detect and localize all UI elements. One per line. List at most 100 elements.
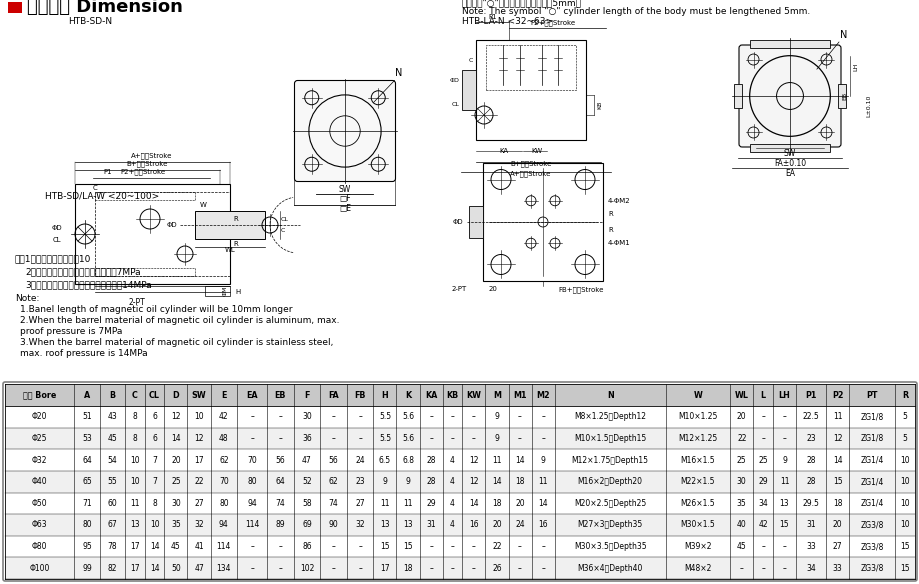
Text: KB: KB [446,391,458,399]
Text: –: – [782,412,786,421]
Text: HTB-SD/LA-W <20~100>: HTB-SD/LA-W <20~100> [45,192,159,200]
Text: 40: 40 [736,520,746,530]
Text: 48: 48 [219,434,229,443]
Text: 95: 95 [82,542,92,551]
Text: –: – [429,542,433,551]
Text: 29.5: 29.5 [801,499,819,508]
Text: 14: 14 [832,456,842,464]
Text: EB: EB [841,92,846,100]
Text: 89: 89 [276,520,285,530]
Text: SW: SW [191,391,206,399]
Text: R: R [607,227,612,233]
Text: W: W [693,391,701,399]
Text: EA: EA [246,391,257,399]
Text: C: C [280,228,285,233]
Text: A: A [84,391,90,399]
Text: –: – [760,542,765,551]
Text: FA: FA [328,391,338,399]
Text: 30: 30 [171,499,181,508]
Text: KW: KW [466,391,481,399]
Text: 6: 6 [152,434,157,443]
Text: 8: 8 [152,499,157,508]
Text: 16: 16 [538,520,548,530]
Text: 15: 15 [403,542,413,551]
Text: 17: 17 [130,564,140,573]
Text: 20: 20 [515,499,525,508]
Text: M27×3深Depth35: M27×3深Depth35 [577,520,642,530]
Text: 35: 35 [171,520,181,530]
Text: HTB-SD-N: HTB-SD-N [68,16,112,26]
Text: 62: 62 [328,477,338,486]
Text: 12: 12 [469,477,478,486]
Text: M16×2深Depth20: M16×2深Depth20 [577,477,642,486]
Text: KA: KA [498,148,507,154]
Text: M16×1.5: M16×1.5 [680,456,714,464]
Text: 28: 28 [805,456,815,464]
Text: N: N [607,391,613,399]
Text: ZG3/8: ZG3/8 [859,564,883,573]
Text: 23: 23 [355,477,365,486]
Text: 12: 12 [171,412,180,421]
Text: 14: 14 [469,499,478,508]
Text: 9: 9 [382,477,387,486]
Text: 9: 9 [494,412,499,421]
Text: A+行程Stroke: A+行程Stroke [131,152,173,159]
Bar [5,514,914,536]
Bar [95,192,230,276]
Text: 缸径 Bore: 缸径 Bore [23,391,56,399]
Text: –: – [540,542,544,551]
Text: Note:: Note: [15,294,40,303]
Text: ZG1/8: ZG1/8 [859,412,883,421]
Text: 70: 70 [247,456,256,464]
Text: 7: 7 [152,456,157,464]
Text: KA: KA [425,391,437,399]
Text: 52: 52 [301,477,312,486]
Text: 2、磁性油缸缸筒为铝制时，最大耐压7MPa: 2、磁性油缸缸筒为铝制时，最大耐压7MPa [25,267,141,276]
Text: 47: 47 [194,564,204,573]
Text: M30×1.5: M30×1.5 [680,520,714,530]
Text: 4-ΦM2: 4-ΦM2 [607,198,630,204]
Text: 99: 99 [82,564,92,573]
Text: proof pressure is 7MPa: proof pressure is 7MPa [20,327,122,336]
Text: –: – [357,412,362,421]
Text: 34: 34 [757,499,767,508]
Text: 10: 10 [900,477,909,486]
Text: –: – [357,564,362,573]
Text: 134: 134 [216,564,231,573]
Text: 20: 20 [832,520,842,530]
Bar [837,84,845,108]
Text: 10: 10 [130,477,140,486]
Text: –: – [278,412,282,421]
Text: R: R [233,241,237,247]
Text: ZG3/8: ZG3/8 [859,542,883,551]
Bar [475,40,585,140]
Text: EB: EB [275,391,286,399]
Text: –: – [471,434,475,443]
Text: □E: □E [338,204,351,214]
Text: 3、磁性油缸缸筒为不锈钢时，最大耐压14MPa: 3、磁性油缸缸筒为不锈钢时，最大耐压14MPa [25,280,152,289]
Text: M: M [493,391,501,399]
Text: Φ63: Φ63 [32,520,48,530]
Text: 5.5: 5.5 [379,412,391,421]
Text: C: C [131,391,138,399]
Text: –: – [450,564,454,573]
Text: E: E [221,391,226,399]
Text: 31: 31 [805,520,815,530]
Text: FA±0.10: FA±0.10 [773,159,805,168]
Text: 5.6: 5.6 [402,412,414,421]
Text: 26: 26 [492,564,501,573]
Text: –: – [357,434,362,443]
Text: 42: 42 [757,520,767,530]
Text: ZG1/8: ZG1/8 [859,434,883,443]
Text: ΦD: ΦD [51,225,62,231]
Text: 5: 5 [902,434,907,443]
Text: –: – [540,564,544,573]
Bar [749,144,829,152]
Text: 42: 42 [219,412,229,421]
Text: –: – [250,564,254,573]
Text: 27: 27 [194,499,204,508]
Text: ΦD: ΦD [452,219,462,225]
Text: M22×1.5: M22×1.5 [680,477,714,486]
Text: M2: M2 [536,391,550,399]
Text: –: – [450,412,454,421]
